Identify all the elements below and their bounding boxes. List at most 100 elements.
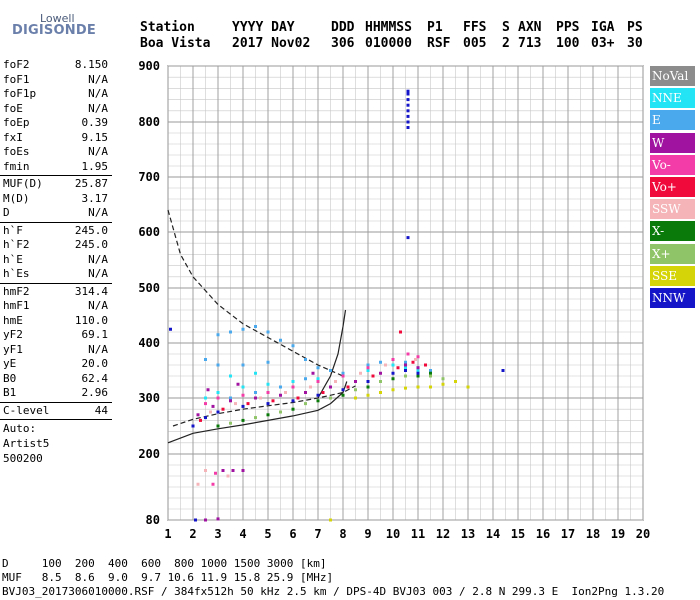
point-vo	[411, 360, 415, 364]
point-e	[241, 363, 245, 367]
point-vo	[346, 385, 350, 389]
auto-software: Artist5	[3, 437, 50, 450]
param-row: C-level 44	[0, 404, 112, 419]
point-nnw	[204, 416, 207, 420]
point-ssw	[359, 371, 362, 375]
legend-item-sse: SSE	[650, 265, 695, 286]
param-name: yF2	[3, 328, 23, 341]
point-nne	[404, 366, 407, 370]
param-row: fmin 1.95	[0, 160, 112, 175]
point-vo	[291, 385, 295, 389]
point-e	[366, 363, 370, 367]
point-nnw	[406, 89, 410, 93]
param-row: h`Es N/A	[0, 267, 112, 282]
param-value: 1.95	[81, 159, 109, 173]
param-row: foE N/A	[0, 102, 112, 117]
y-tick-label: 400	[138, 336, 160, 350]
param-value: N/A	[88, 87, 108, 100]
param-value: N/A	[88, 267, 108, 280]
header-value-8: 100	[556, 36, 580, 51]
y-tick-label: 300	[138, 391, 160, 405]
legend-item-e: E	[650, 110, 695, 131]
point-vo	[396, 366, 400, 370]
point-sse	[404, 386, 407, 390]
header-label-1: YYYY DAY	[232, 20, 295, 35]
param-row: yE 20.0	[0, 357, 112, 372]
point-sse	[379, 391, 382, 394]
point-sse	[454, 380, 457, 383]
point-nnw	[291, 399, 295, 403]
point-nnw	[169, 327, 172, 331]
header-label-9: IGA	[591, 20, 615, 35]
legend-item-nnw: NNW	[650, 287, 695, 308]
point-x	[366, 385, 370, 389]
param-value: 8.150	[74, 58, 108, 71]
point-vo	[241, 393, 245, 397]
point-nnw	[216, 410, 220, 414]
header-value-2: 306	[331, 36, 355, 51]
point-sse	[416, 385, 420, 389]
point-x	[416, 374, 420, 378]
param-name: foF1	[3, 72, 30, 86]
point-nnw	[406, 114, 410, 118]
param-value: N/A	[88, 252, 108, 266]
point-vo	[371, 374, 375, 378]
point-x	[229, 421, 232, 425]
param-name: h`F	[3, 223, 23, 237]
point-nne	[366, 369, 370, 372]
param-name: h`Es	[3, 267, 30, 280]
header-value-0: Boa Vista	[140, 36, 211, 51]
y-tick-label: 200	[138, 447, 160, 461]
point-sse	[354, 396, 357, 400]
point-e	[254, 325, 257, 328]
header-value-6: 2	[502, 36, 510, 51]
point-nnw	[501, 369, 505, 372]
x-tick-label: 8	[339, 527, 346, 541]
point-nnw	[406, 103, 410, 107]
point-vo	[391, 358, 395, 361]
point-nnw	[341, 388, 345, 392]
point-e	[404, 360, 407, 364]
param-value: N/A	[88, 101, 108, 115]
point-e	[279, 385, 282, 389]
param-group-clevel: C-level 44	[0, 404, 112, 419]
point-w	[236, 382, 240, 386]
param-name: foF2	[3, 58, 30, 71]
point-ssw	[259, 396, 262, 400]
param-name: D	[3, 206, 10, 219]
header-value-10: 30	[627, 36, 643, 51]
point-vo	[424, 363, 427, 367]
header-value-1: 2017 Nov02	[232, 36, 311, 51]
x-tick-label: 20	[636, 527, 650, 541]
param-value: 110.0	[74, 313, 108, 327]
legend-item-x: X+	[650, 243, 695, 264]
divider	[0, 221, 112, 223]
point-nnw	[191, 424, 195, 428]
point-ssw	[196, 482, 200, 486]
x-tick-label: 6	[289, 527, 296, 541]
x-tick-label: 2	[189, 527, 196, 541]
point-nne	[316, 377, 320, 381]
param-name: hmE	[3, 313, 23, 327]
auto-version: 500200	[3, 452, 43, 465]
point-w	[206, 388, 210, 392]
point-x	[429, 374, 432, 378]
point-ssw	[209, 410, 212, 414]
logo-lowell: Lowell	[40, 12, 75, 25]
param-group-critical-frequencies: foF2 8.150 foF1 N/A foF1p N/A foE N/A foEp 0.39 fx…	[0, 58, 112, 174]
param-group-virtual-heights: h`F 245.0 h`F2 245.0 h`E N/A h`Es N/A	[0, 224, 112, 282]
point-x	[291, 407, 295, 411]
header-value-9: 03+	[591, 36, 615, 51]
point-e	[329, 369, 332, 372]
param-row: B0 62.4	[0, 372, 112, 387]
legend-item-w: W	[650, 132, 695, 153]
x-tick-label: 18	[586, 527, 600, 541]
point-sse	[366, 393, 370, 397]
point-ssw	[284, 391, 287, 394]
point-nnw	[316, 393, 320, 397]
point-nnw	[416, 371, 420, 375]
point-w	[304, 391, 307, 394]
param-name: fxI	[3, 130, 23, 144]
point-ssw	[414, 358, 417, 361]
